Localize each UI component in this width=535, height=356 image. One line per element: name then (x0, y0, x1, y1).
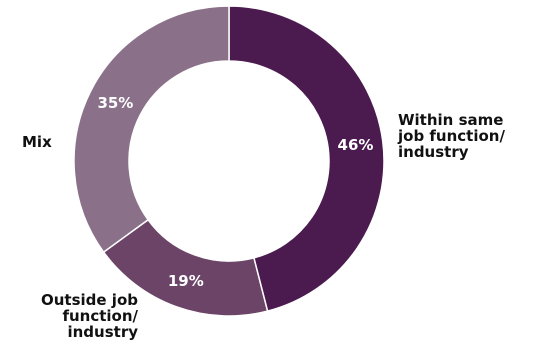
donut-slice-within-same-job-function (228, 5, 385, 313)
category-label-within-same-job-function: Within same job function/ industry (398, 111, 505, 161)
value-label-mix: 35% (97, 94, 133, 112)
category-label-outside-job-function: Outside job function/ industry (41, 291, 138, 341)
category-label-mix: Mix (22, 133, 52, 151)
value-label-outside-job-function: 19% (168, 272, 204, 290)
value-label-within-same-job-function: 46% (338, 136, 374, 154)
donut-slice-mix (73, 5, 230, 254)
